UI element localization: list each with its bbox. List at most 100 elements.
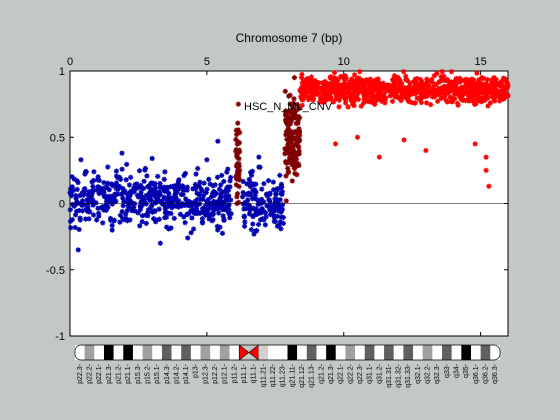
band-label: q11.23- — [280, 363, 287, 387]
band-label: q36.2- — [483, 363, 490, 384]
band-label: q34- — [454, 363, 461, 378]
data-point — [171, 183, 177, 189]
data-point — [358, 103, 364, 109]
data-point — [241, 213, 247, 219]
data-point — [293, 120, 299, 127]
data-point — [149, 202, 155, 208]
data-point — [109, 227, 115, 233]
data-point — [115, 175, 121, 181]
data-point — [301, 79, 307, 85]
data-point — [218, 182, 224, 188]
band-q22.2 — [345, 345, 356, 360]
band-q32.2 — [422, 345, 433, 360]
data-point — [449, 95, 455, 102]
data-point — [91, 169, 97, 175]
band-label: p11.1- — [241, 363, 248, 383]
data-point — [297, 87, 303, 94]
data-point — [431, 73, 437, 79]
band-label: q21.12- — [299, 363, 306, 387]
data-point — [144, 210, 151, 216]
data-point — [279, 184, 285, 190]
data-point — [113, 186, 119, 192]
data-point — [355, 91, 361, 97]
data-point — [138, 192, 144, 198]
data-point — [220, 189, 226, 195]
band-p12.1 — [219, 345, 230, 360]
data-point — [200, 193, 207, 199]
data-point — [168, 202, 174, 209]
data-point — [292, 115, 299, 121]
data-point — [96, 190, 102, 197]
data-point — [397, 80, 403, 87]
data-point — [132, 208, 138, 214]
band-label: p15.3- — [135, 363, 142, 384]
data-point — [156, 206, 162, 212]
data-point — [195, 165, 201, 172]
band-label: q31.2- — [376, 363, 383, 384]
band-label: q32.3- — [434, 363, 441, 384]
data-point — [117, 219, 123, 225]
data-point — [157, 192, 163, 198]
data-point — [209, 218, 215, 224]
data-point — [286, 117, 292, 123]
data-point — [254, 228, 260, 234]
band-label: p12.3- — [202, 363, 209, 384]
data-point — [174, 187, 181, 193]
data-point — [434, 70, 440, 77]
data-point — [167, 184, 174, 190]
data-point — [503, 92, 509, 98]
data-point — [97, 186, 103, 193]
data-point — [472, 141, 478, 147]
data-point — [489, 82, 495, 88]
band-label: p22.2- — [86, 363, 93, 384]
data-point — [319, 96, 326, 102]
data-point — [233, 136, 239, 143]
band-label: q21.11- — [289, 363, 296, 387]
data-point — [324, 96, 330, 103]
data-point — [162, 169, 168, 175]
data-point — [153, 219, 159, 225]
x-tick-labels: 0 5 10 15 — [67, 56, 487, 68]
band-p22.1 — [94, 345, 104, 360]
band-p13 — [190, 345, 201, 360]
data-point — [213, 190, 220, 196]
data-point — [190, 226, 197, 232]
band-p22.3 — [75, 345, 85, 360]
data-point — [77, 215, 83, 221]
data-point — [343, 100, 349, 106]
data-point — [261, 181, 267, 187]
data-point — [341, 84, 348, 90]
data-point — [151, 216, 157, 222]
data-point — [473, 95, 480, 101]
data-point — [219, 230, 226, 236]
data-point — [87, 209, 93, 215]
data-point — [345, 104, 351, 110]
data-point — [235, 127, 241, 133]
band-p22.2 — [84, 345, 95, 360]
band-label: p15.2- — [144, 363, 151, 384]
data-point — [141, 198, 148, 204]
data-point — [286, 155, 293, 161]
data-point — [429, 94, 435, 100]
band-q31.31 — [384, 345, 394, 360]
data-point — [385, 84, 391, 91]
data-point — [293, 136, 299, 143]
data-point — [294, 172, 300, 178]
data-point — [483, 154, 489, 160]
x-tick-label: 10 — [338, 56, 350, 68]
data-point — [306, 94, 312, 101]
data-point — [350, 82, 356, 88]
data-point — [319, 80, 325, 86]
data-point — [99, 204, 105, 211]
data-point — [292, 128, 298, 135]
data-point — [216, 197, 222, 203]
band-label: q31.31- — [386, 363, 393, 387]
data-point — [282, 88, 288, 94]
data-point — [70, 201, 76, 208]
data-point — [323, 90, 329, 96]
data-point — [396, 95, 403, 102]
data-point — [280, 214, 286, 221]
band-q21.13 — [306, 345, 317, 360]
band-p12.2 — [210, 345, 220, 360]
data-point — [466, 98, 473, 104]
